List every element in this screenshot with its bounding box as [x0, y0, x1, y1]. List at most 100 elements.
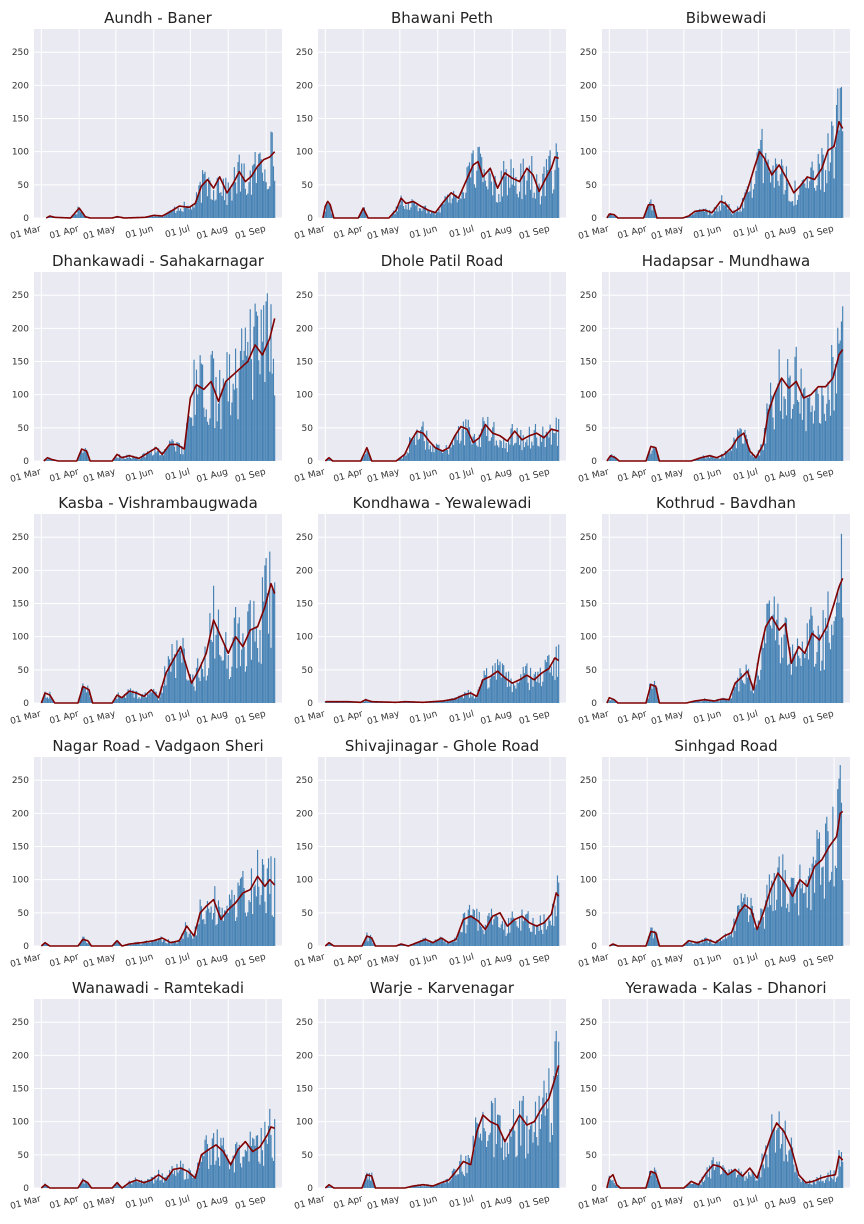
daily-bar: [828, 881, 830, 946]
daily-bar: [805, 431, 807, 461]
daily-bar: [233, 167, 235, 218]
daily-bar: [512, 445, 515, 461]
daily-bar: [238, 885, 240, 946]
daily-bar: [774, 391, 777, 461]
daily-bar: [732, 937, 734, 946]
daily-bar: [534, 424, 537, 461]
daily-bar: [118, 1185, 121, 1188]
daily-bar: [522, 666, 524, 703]
daily-bar: [483, 421, 485, 461]
daily-bar: [479, 153, 482, 218]
y-tick-label: 100: [12, 148, 29, 158]
daily-bar: [533, 192, 535, 218]
daily-bar: [259, 152, 261, 218]
daily-bar: [520, 429, 522, 461]
daily-bar: [792, 644, 794, 703]
daily-bar: [365, 940, 367, 946]
daily-bar: [79, 943, 81, 946]
daily-bar: [694, 212, 696, 218]
daily-bar: [807, 188, 810, 218]
daily-bar: [816, 185, 818, 218]
daily-bar: [237, 623, 239, 703]
daily-bar: [526, 180, 528, 218]
daily-bar: [734, 439, 736, 461]
daily-bar: [831, 344, 833, 461]
daily-bar: [193, 1176, 195, 1188]
daily-bar: [242, 360, 244, 461]
daily-bar: [231, 402, 233, 461]
daily-bar: [652, 448, 654, 461]
daily-bar: [227, 182, 229, 218]
daily-bar: [488, 1135, 490, 1188]
x-tick-label: 01 Aug: [764, 952, 797, 970]
daily-bar: [828, 399, 830, 461]
daily-bar: [534, 934, 537, 946]
daily-bar: [162, 455, 165, 461]
x-tick-label: 01 Mar: [293, 952, 326, 970]
daily-bar: [547, 1108, 549, 1188]
daily-bar: [785, 415, 788, 461]
daily-bar: [267, 858, 270, 946]
daily-bar: [745, 189, 747, 218]
daily-bar: [834, 146, 836, 218]
y-tick-label: 0: [23, 1184, 29, 1194]
daily-bar: [197, 196, 199, 218]
daily-bar: [755, 170, 757, 218]
daily-bar: [471, 1158, 473, 1188]
daily-bar: [395, 206, 397, 218]
daily-bar: [701, 209, 703, 218]
daily-bar: [706, 456, 708, 461]
daily-bar: [782, 418, 784, 461]
daily-bar: [249, 309, 251, 461]
daily-bar: [440, 203, 442, 218]
daily-bar: [437, 212, 439, 218]
daily-bar: [527, 170, 529, 218]
daily-bar: [505, 442, 507, 461]
daily-bar: [727, 209, 729, 218]
daily-bar: [366, 700, 368, 703]
daily-bar: [757, 450, 759, 461]
daily-bar: [696, 941, 698, 946]
daily-bar: [182, 637, 184, 703]
daily-bar: [43, 944, 45, 946]
daily-bar: [801, 419, 803, 461]
daily-bar: [542, 681, 544, 703]
daily-bar: [328, 942, 330, 946]
daily-bar: [726, 451, 728, 461]
daily-bar: [650, 453, 652, 461]
daily-bar: [192, 425, 194, 461]
y-tick-label: 150: [296, 358, 313, 368]
x-tick-label: 01 Aug: [196, 1194, 229, 1212]
daily-bar: [542, 934, 544, 946]
y-tick-label: 50: [586, 666, 598, 676]
daily-bar: [719, 698, 722, 703]
daily-bar: [608, 214, 610, 218]
daily-bar: [697, 1185, 700, 1188]
daily-bar: [407, 453, 409, 461]
daily-bar: [478, 686, 480, 703]
daily-bar: [732, 214, 734, 218]
daily-bar: [516, 926, 518, 946]
daily-bar: [537, 671, 539, 703]
daily-bar: [228, 1169, 231, 1188]
daily-bar: [247, 1143, 249, 1188]
daily-bar: [455, 941, 457, 946]
daily-bar: [748, 1172, 750, 1188]
daily-bar: [529, 931, 532, 946]
daily-bar: [765, 900, 767, 946]
daily-bar: [132, 455, 134, 461]
daily-bar: [729, 211, 731, 218]
daily-bar: [806, 177, 808, 218]
daily-bar: [704, 211, 706, 218]
daily-bar: [820, 1174, 822, 1188]
daily-bar: [423, 206, 425, 218]
daily-bar: [479, 447, 482, 461]
x-tick-label: 01 Aug: [480, 709, 513, 727]
daily-bar: [433, 1185, 435, 1188]
daily-bar: [450, 447, 452, 461]
daily-bar: [197, 923, 199, 946]
daily-bar: [794, 180, 796, 218]
daily-bar: [833, 621, 835, 703]
daily-bar: [171, 210, 173, 218]
y-tick-label: 200: [12, 1051, 29, 1061]
